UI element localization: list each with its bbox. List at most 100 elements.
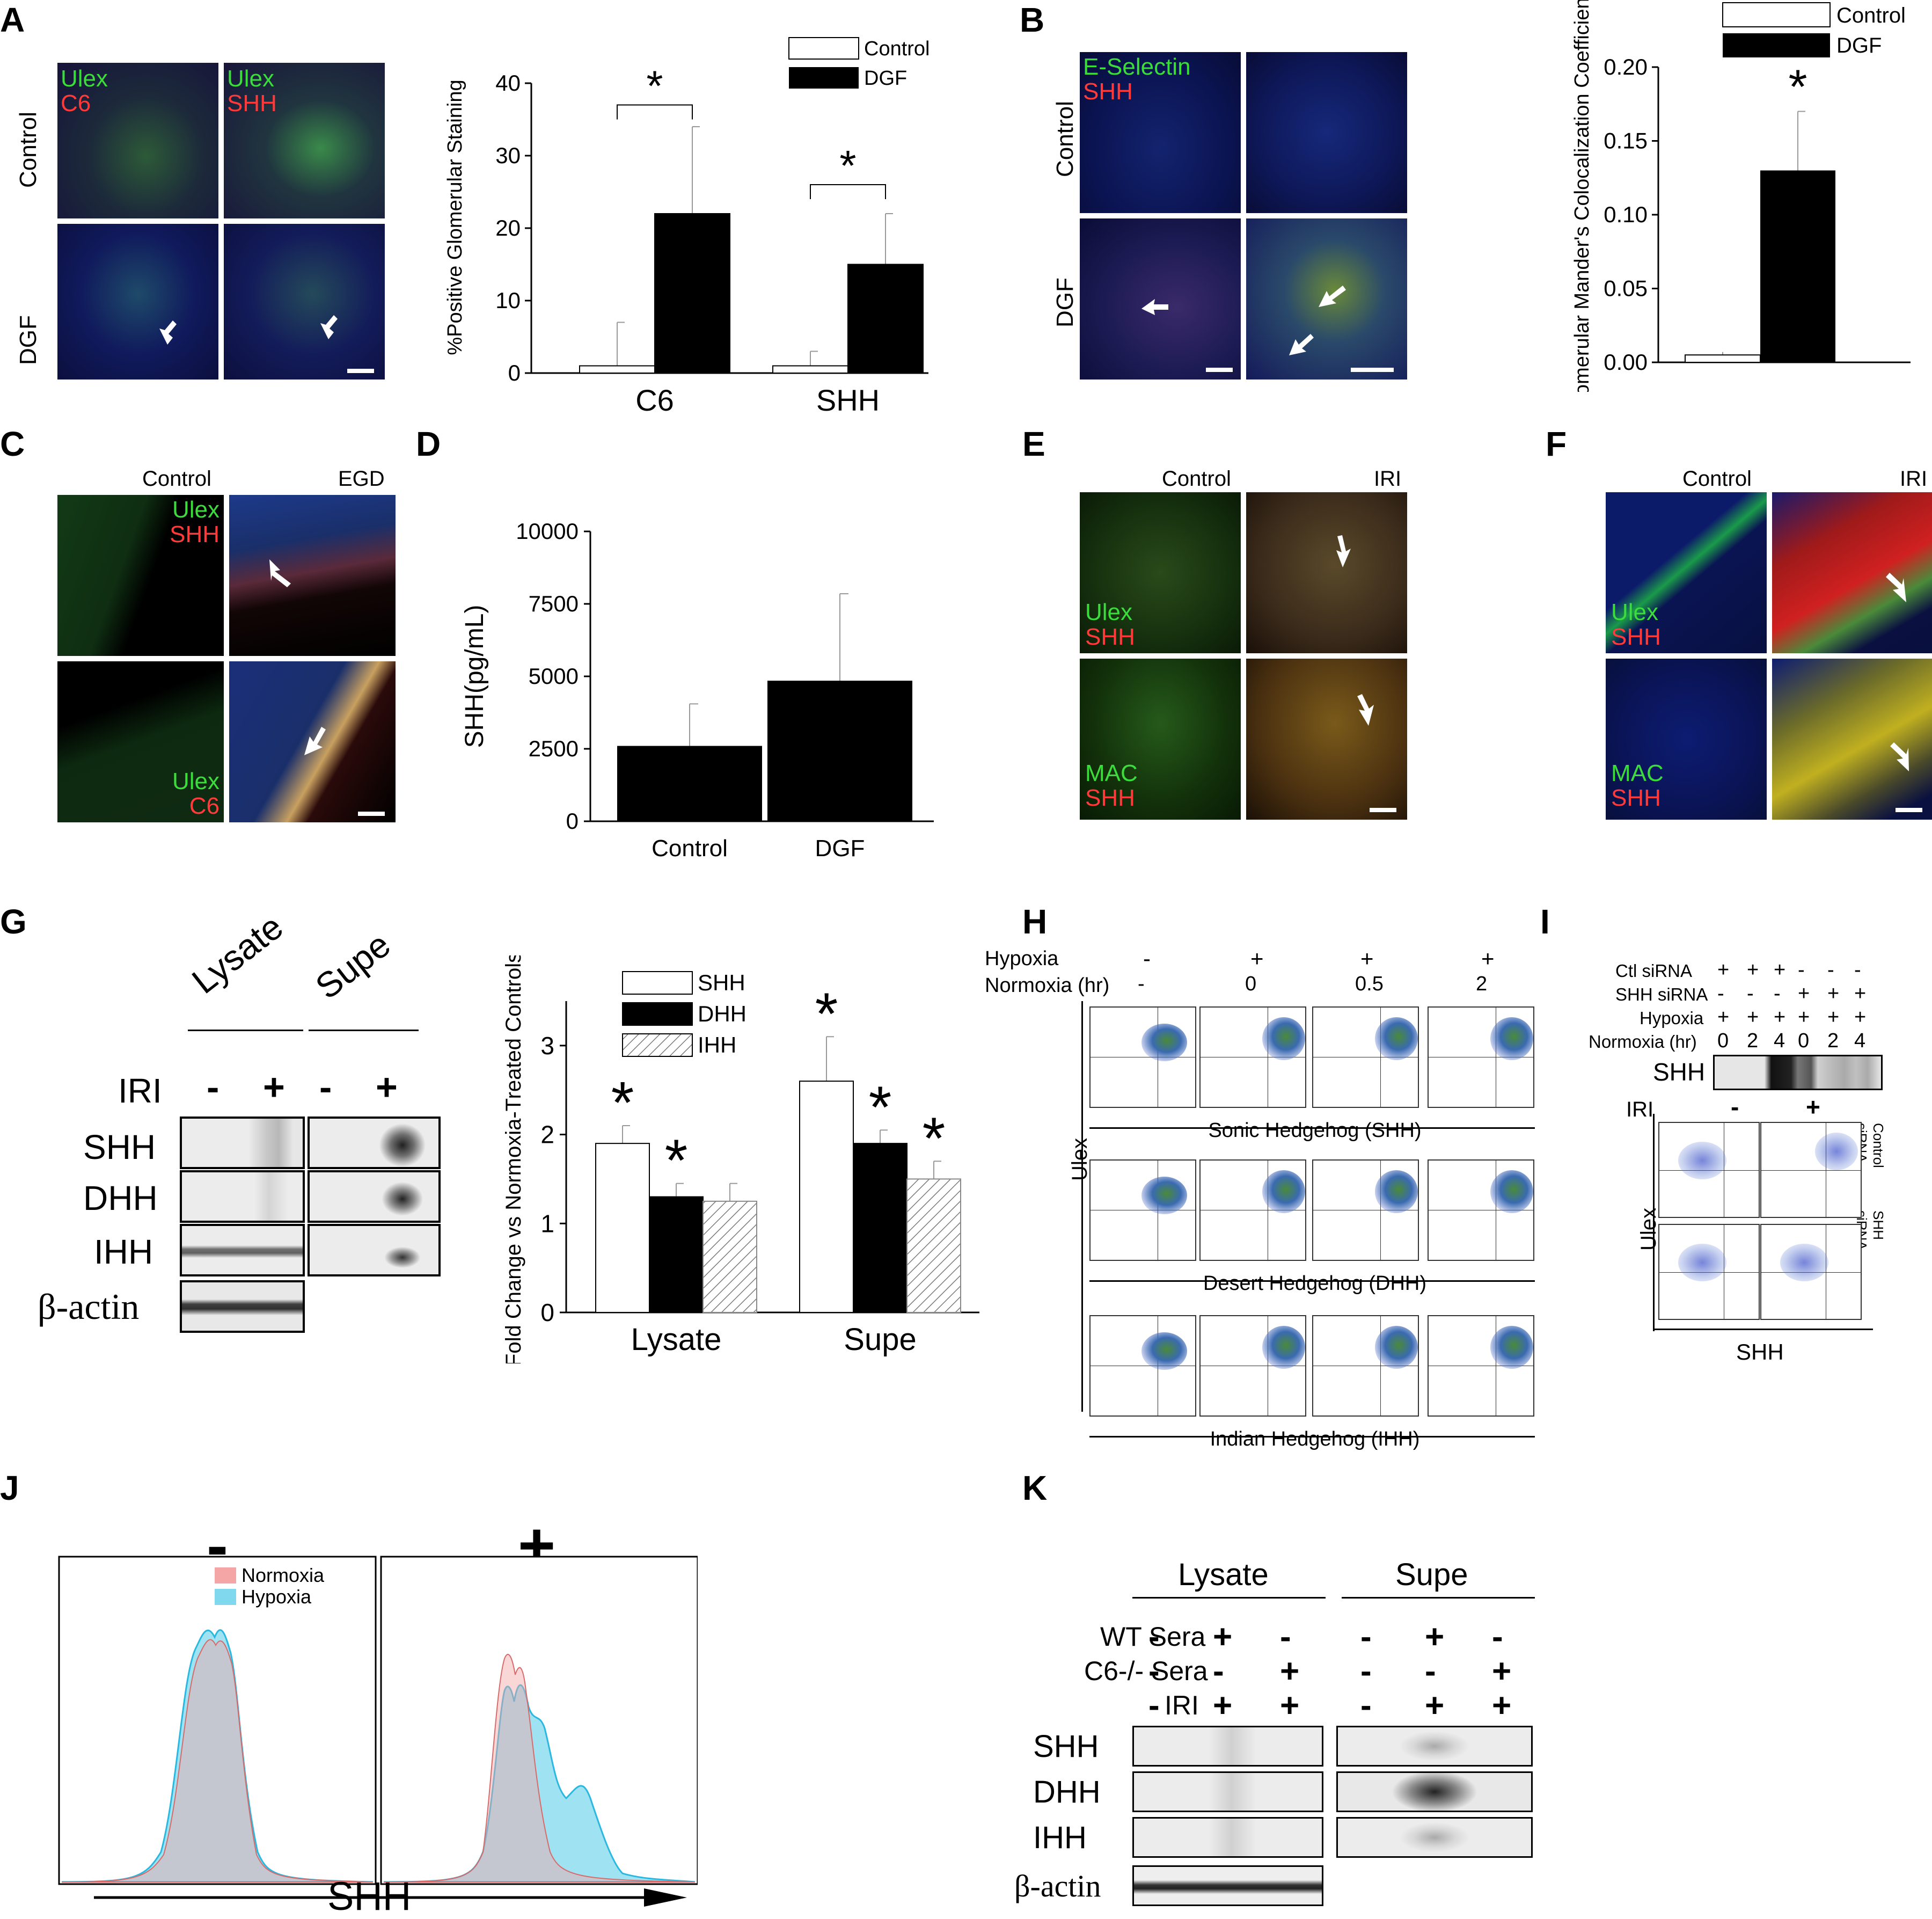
sign: 2 [1827,1030,1839,1052]
legend-swatch [215,1567,236,1584]
panel-label-a: A [0,1,25,39]
bar [1685,354,1761,363]
blot-band [1336,1726,1533,1767]
flow-plot [1658,1122,1760,1218]
x-tick-label: Control [652,835,728,862]
divider [1342,1597,1535,1599]
arrow-icon [1336,535,1351,567]
blot-row-label: β-actin [1014,1869,1101,1903]
micrograph-f-iri-mac [1771,658,1932,821]
scatter-cloud [1141,1177,1187,1214]
flow-plot [1199,1315,1306,1417]
stain-label: SHH [1085,624,1135,650]
divider [309,1030,419,1031]
x-axis-label: Desert Hedgehog (DHH) [1203,1272,1427,1295]
quadrant-line [1380,1316,1381,1415]
micrograph-c-egd-shh [228,494,397,657]
divider [1132,1597,1326,1599]
y-tick-label: 10 [495,288,521,313]
y-tick-label: 20 [495,215,521,240]
flow-plot [1089,1159,1196,1261]
legend-label: DGF [864,67,907,90]
micrograph-b-dgf [1079,217,1242,381]
significance-star: * [665,1128,688,1194]
blot-band [180,1170,305,1223]
arrow-icon [1319,286,1346,307]
y-tick-label: 10000 [516,519,579,544]
scale-bar [1370,808,1396,812]
sign: 4 [1854,1030,1866,1052]
normoxia-value: 0 [1245,973,1257,995]
stain-label: Ulex [1611,599,1659,625]
blot-row-label: DHH [83,1179,158,1217]
x-tick-label: Lysate [631,1322,722,1357]
panel-label-h: H [1022,902,1048,941]
micrograph-e-control-ulex: Ulex SHH [1079,491,1242,654]
x-axis [1089,1127,1535,1129]
panel-label-d: D [416,425,441,463]
legend-swatch [1722,2,1831,27]
scale-bar [1351,368,1394,372]
scatter-cloud [1141,1024,1187,1061]
significance-star: * [839,142,856,189]
panel-label-k: K [1022,1469,1048,1507]
blot-row-label: SHH [1033,1729,1099,1764]
sign: + [376,1066,398,1108]
col-label-control: Control [1682,467,1752,491]
significance-star: * [923,1105,946,1171]
arrow-icon [1289,334,1314,355]
sign: - [1717,982,1724,1005]
bar [1760,170,1835,362]
sign: + [1492,1653,1512,1690]
y-tick-label: 5000 [529,663,579,689]
x-axis-label: Sonic Hedgehog (SHH) [1208,1119,1422,1142]
blot-group-supe: Supe [1395,1557,1468,1592]
iri-label: IRI [118,1071,162,1110]
y-axis-label: Glomerular Mander's Colocalization Coeff… [1571,0,1593,392]
sign: + [1213,1618,1233,1655]
sign: - [1425,1653,1436,1690]
y-tick-label: 0 [508,360,521,385]
blot-band [1336,1771,1533,1812]
sign: - [1827,959,1834,981]
condition-label: Hypoxia [1640,1008,1704,1028]
sign: + [1481,946,1495,971]
flow-plot [1428,1315,1534,1417]
scatter-cloud [1490,1170,1533,1213]
row-label-dgf: DGF [15,315,41,365]
stain-label: Ulex [61,65,108,92]
stain-label: SHH [1085,785,1135,811]
bar [617,746,762,821]
flow-plot [1199,1159,1306,1261]
y-tick-label: 30 [495,143,521,168]
blot-band [308,1117,441,1169]
flow-plot [1089,1315,1196,1417]
flow-plot [1089,1006,1196,1108]
sign: - [1747,982,1754,1005]
blot-band [308,1170,441,1223]
legend-swatch [622,1033,693,1057]
flow-plot [1312,1006,1419,1108]
arrow-icon [1886,573,1906,602]
flow-plot [1312,1315,1419,1417]
sign: + [1827,982,1840,1005]
stain-label: C6 [61,90,91,116]
sign: + [1774,959,1786,981]
normoxia-label: Normoxia (hr) [985,974,1110,997]
x-tick-label: Supe [844,1322,916,1357]
condition-label: SHH siRNA [1615,984,1708,1004]
bar [772,365,848,374]
stain-label: Ulex [172,768,219,794]
scale-bar [347,369,374,373]
stain-label: SHH [1083,78,1133,105]
stain-label: E-Selectin [1083,54,1191,80]
stain-label: Ulex [172,497,219,523]
bar [654,213,730,374]
y-tick-label: 0.15 [1604,128,1648,154]
row-label-control: Control [15,112,41,188]
sign: 0 [1717,1030,1729,1052]
flow-plot [1312,1159,1419,1261]
scatter-cloud [1815,1133,1858,1170]
x-axis [1653,1329,1873,1330]
micrograph-e-iri-ulex [1245,491,1408,654]
